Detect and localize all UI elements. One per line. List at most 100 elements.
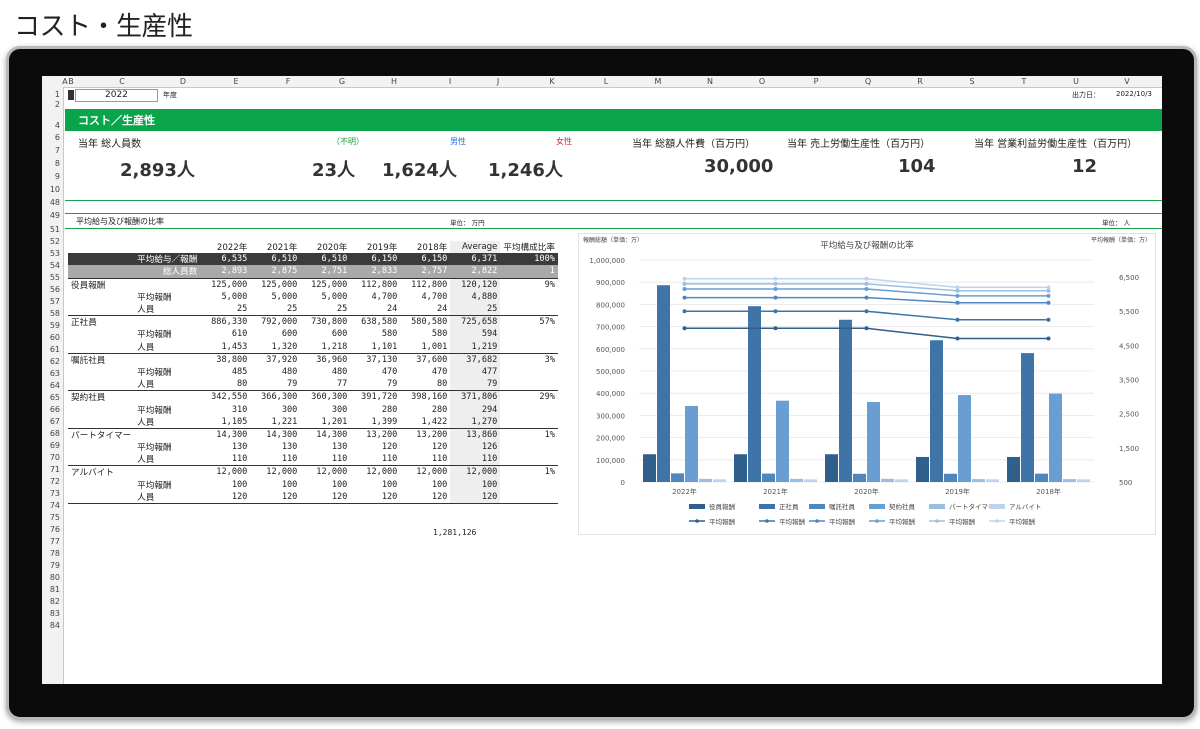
table-cell: 886,330	[200, 315, 251, 329]
table-cell: 1,270	[450, 415, 501, 429]
column-header-u[interactable]: U	[1073, 77, 1079, 86]
row-header[interactable]: 72	[49, 477, 60, 486]
y-tick-label-right: 3,500	[1119, 377, 1139, 385]
year-cell[interactable]: 2022	[75, 89, 158, 102]
table-cell: 280	[431, 404, 448, 415]
row-header[interactable]: 81	[49, 585, 60, 594]
column-header-t[interactable]: T	[1021, 77, 1027, 86]
column-header-h[interactable]: H	[390, 77, 398, 86]
row-header[interactable]: 52	[49, 237, 60, 246]
row-header[interactable]: 78	[49, 549, 60, 558]
table-cell: 480	[281, 366, 298, 377]
row-header[interactable]: 54	[49, 261, 60, 270]
row-header[interactable]: 74	[49, 501, 60, 510]
row-header[interactable]: 82	[49, 597, 60, 606]
column-header-p[interactable]: P	[813, 77, 819, 86]
table-row: 契約社員 342,550 366,300 360,300 391,720 398,160 3…	[68, 390, 558, 404]
column-header-k[interactable]: K	[549, 77, 555, 86]
table-header: Average	[450, 241, 501, 254]
row-header[interactable]: 80	[49, 573, 60, 582]
row-header[interactable]: 70	[49, 453, 60, 462]
bar	[643, 454, 656, 482]
table-cell: 100	[431, 479, 448, 490]
table-cell: 125,000	[250, 277, 301, 291]
column-header-e[interactable]: E	[233, 77, 239, 86]
table-cell: 100	[281, 479, 298, 490]
row-header[interactable]: 73	[49, 489, 60, 498]
bar	[790, 478, 803, 482]
row-header[interactable]: 49	[49, 211, 60, 220]
column-header-n[interactable]: N	[707, 77, 713, 86]
row-header[interactable]: 58	[49, 309, 60, 318]
column-header-a[interactable]: A	[62, 77, 68, 86]
row-header[interactable]: 4	[54, 121, 60, 130]
row-header[interactable]: 9	[54, 172, 60, 181]
row-header[interactable]: 55	[49, 273, 60, 282]
column-header-i[interactable]: I	[448, 77, 452, 86]
table-cell: 2,833	[350, 265, 401, 279]
line-point	[682, 326, 687, 331]
table-cell: 294	[450, 403, 501, 416]
column-header-g[interactable]: G	[338, 77, 346, 86]
y-tick-label-left: 200,000	[596, 435, 625, 443]
table-cell: 300	[331, 404, 348, 415]
column-header-s[interactable]: S	[969, 77, 975, 86]
row-header[interactable]: 59	[49, 321, 60, 330]
row-header[interactable]: 51	[49, 225, 60, 234]
row-header[interactable]: 71	[49, 465, 60, 474]
table-cell: 110	[431, 454, 448, 465]
column-header-r[interactable]: R	[917, 77, 923, 86]
bar	[867, 402, 880, 482]
table-cell: 12,000	[350, 465, 401, 479]
table-cell: 25	[286, 304, 298, 315]
row-header[interactable]: 62	[49, 357, 60, 366]
row-header[interactable]: 69	[49, 441, 60, 450]
row-header[interactable]: 65	[49, 393, 60, 402]
table-cell	[500, 341, 558, 354]
row-subcategory: 総人員数	[134, 265, 201, 279]
row-header[interactable]: 1	[54, 90, 60, 99]
table-cell: 100	[331, 479, 348, 490]
column-header-f[interactable]: F	[285, 77, 291, 86]
row-header[interactable]: 2	[54, 100, 60, 109]
column-header-d[interactable]: D	[179, 77, 187, 86]
row-header[interactable]: 76	[49, 525, 60, 534]
column-header-l[interactable]: L	[603, 77, 609, 86]
bar	[944, 473, 957, 482]
row-header[interactable]: 57	[49, 297, 60, 306]
row-header[interactable]: 66	[49, 405, 60, 414]
row-header[interactable]: 79	[49, 561, 60, 570]
column-header-m[interactable]: M	[654, 77, 662, 86]
row-header[interactable]: 60	[49, 333, 60, 342]
row-header[interactable]: 68	[49, 429, 60, 438]
column-header-j[interactable]: J	[496, 77, 500, 86]
row-header[interactable]: 7	[54, 146, 60, 155]
column-header-q[interactable]: Q	[864, 77, 872, 86]
row-header[interactable]: 6	[54, 133, 60, 142]
table-cell: 120	[431, 442, 448, 453]
column-header-c[interactable]: C	[119, 77, 125, 86]
row-subcategory: 平均報酬	[137, 405, 172, 416]
row-category	[68, 253, 135, 266]
row-subcategory	[134, 352, 201, 366]
total-staff-value: 2,893人	[120, 160, 195, 181]
line-point	[682, 276, 687, 281]
column-header-o[interactable]: O	[758, 77, 766, 86]
row-header[interactable]: 48	[49, 198, 60, 207]
row-header[interactable]: 63	[49, 369, 60, 378]
row-header[interactable]: 83	[49, 609, 60, 618]
row-header[interactable]: 10	[49, 185, 60, 194]
row-header[interactable]: 67	[49, 417, 60, 426]
column-header-v[interactable]: V	[1124, 77, 1130, 86]
row-header[interactable]: 84	[49, 621, 60, 630]
column-header-b[interactable]: B	[68, 77, 74, 86]
row-header[interactable]: 61	[49, 345, 60, 354]
row-header[interactable]: 75	[49, 513, 60, 522]
row-header[interactable]: 8	[54, 159, 60, 168]
bar	[657, 285, 670, 482]
row-header[interactable]: 64	[49, 381, 60, 390]
row-header[interactable]: 56	[49, 285, 60, 294]
row-header[interactable]: 53	[49, 249, 60, 258]
row-header[interactable]: 77	[49, 537, 60, 546]
legend-label: 平均報酬	[709, 517, 735, 526]
